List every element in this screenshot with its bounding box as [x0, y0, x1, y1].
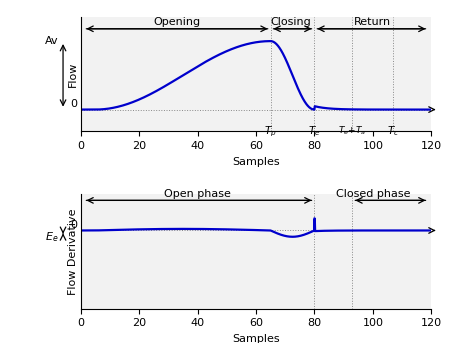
Text: Opening: Opening — [154, 17, 201, 27]
Text: Av: Av — [45, 36, 59, 46]
Text: $E_e$: $E_e$ — [45, 230, 59, 244]
Text: Return: Return — [355, 17, 392, 27]
Text: Closing: Closing — [271, 17, 311, 27]
Text: 0: 0 — [71, 220, 78, 230]
Text: $T_e$: $T_e$ — [308, 125, 320, 139]
X-axis label: Samples: Samples — [232, 334, 280, 343]
Text: $T_p$: $T_p$ — [264, 125, 277, 139]
Text: Open phase: Open phase — [164, 189, 231, 199]
Text: $T_e$+$T_a$: $T_e$+$T_a$ — [338, 125, 366, 137]
Text: Closed phase: Closed phase — [336, 189, 410, 199]
X-axis label: Samples: Samples — [232, 157, 280, 167]
Text: 0: 0 — [71, 99, 78, 109]
Y-axis label: Flow: Flow — [68, 62, 78, 87]
Text: $T_c$: $T_c$ — [387, 125, 400, 139]
Y-axis label: Flow Derivative: Flow Derivative — [68, 208, 78, 295]
